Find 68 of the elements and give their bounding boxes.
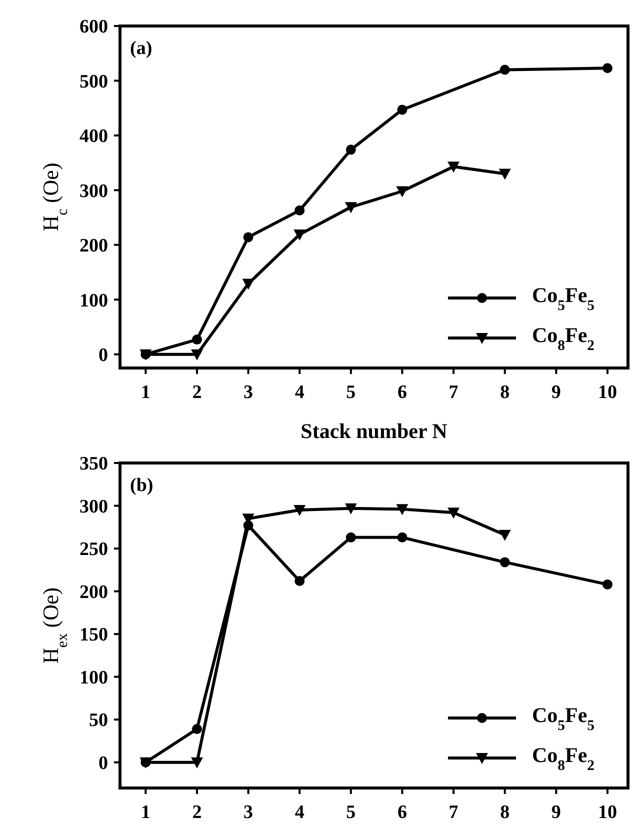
y-tick-label: 400 (80, 126, 108, 148)
point (346, 532, 356, 542)
point (346, 144, 356, 155)
x-axis-title: Stack number N (300, 419, 448, 443)
point (190, 349, 203, 360)
y-tick-label: 200 (80, 582, 108, 603)
x-tick-label: 8 (500, 802, 510, 823)
y-tick-label: 250 (80, 539, 108, 560)
x-tick-label: 3 (244, 802, 254, 823)
point (192, 724, 202, 734)
y-tick-label: 600 (80, 16, 108, 38)
point (190, 757, 203, 768)
annotation: (b) (130, 475, 154, 496)
y-tick-label: 300 (80, 180, 108, 202)
point (397, 104, 408, 115)
x-tick-label: 6 (397, 382, 407, 403)
point (448, 162, 460, 173)
point (498, 530, 511, 541)
x-tick-label: 4 (294, 382, 305, 403)
x-tick-label: 8 (500, 382, 510, 403)
point (344, 503, 357, 514)
y-tick-label: 350 (80, 454, 108, 475)
point (294, 205, 305, 216)
legend-label: Co$_{5}$Fe$_{5}$ (532, 283, 595, 314)
x-tick-label: 6 (397, 802, 407, 823)
point (500, 64, 510, 75)
x-tick-label: 3 (244, 382, 254, 403)
x-tick-label: 2 (192, 382, 202, 403)
point (192, 334, 202, 345)
point (397, 532, 408, 542)
point (344, 202, 357, 214)
point (396, 186, 408, 198)
y-tick-label: 50 (89, 710, 108, 732)
point (396, 504, 408, 516)
legend-label: Co$_{5}$Fe$_{5}$ (532, 703, 595, 734)
point (602, 579, 612, 590)
x-tick-label: 9 (551, 802, 561, 823)
point (498, 168, 511, 180)
x-tick-label: 1 (140, 382, 150, 403)
y-tick-label: 100 (80, 290, 108, 312)
x-tick-label: 10 (598, 802, 617, 823)
x-tick-label: 5 (346, 802, 356, 823)
point (602, 63, 612, 74)
y-tick-label: 0 (98, 752, 108, 774)
point (294, 505, 306, 516)
x-tick-label: 10 (598, 382, 617, 403)
x-tick-label: 5 (346, 382, 356, 403)
point (243, 232, 254, 242)
point (500, 557, 510, 568)
x-tick-label: 4 (294, 802, 305, 823)
y-tick-label: 500 (80, 71, 108, 92)
point (294, 229, 306, 240)
point (242, 278, 254, 290)
y-tick-label: 150 (80, 624, 108, 646)
legend-label: Co$_{8}$Fe$_{2}$ (532, 743, 595, 774)
y-tick-label: 300 (80, 496, 108, 518)
y-tick-label: 200 (80, 236, 108, 257)
legend-label: Co$_{8}$Fe$_{2}$ (532, 323, 595, 354)
x-tick-label: 1 (140, 802, 150, 823)
x-tick-label: 7 (448, 802, 459, 823)
x-tick-label: 7 (448, 382, 459, 403)
x-tick-label: 9 (551, 382, 561, 403)
annotation: (a) (130, 38, 152, 59)
y-tick-label: 0 (98, 344, 108, 366)
point (448, 508, 460, 519)
point (294, 576, 305, 586)
x-tick-label: 2 (192, 802, 202, 823)
y-tick-label: 100 (80, 667, 108, 688)
